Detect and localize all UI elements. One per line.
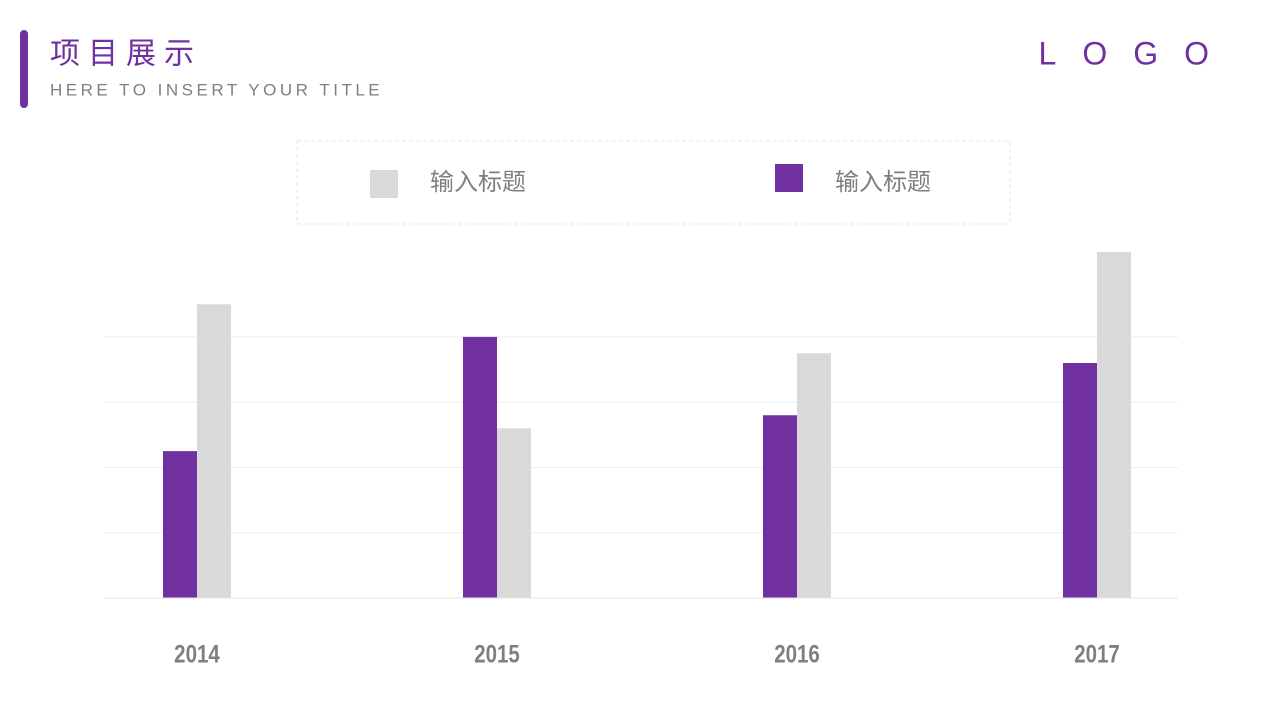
bar — [1063, 363, 1097, 598]
legend-swatch — [370, 170, 398, 198]
bar — [763, 415, 797, 598]
bar — [463, 336, 497, 598]
legend-label: 输入标题 — [430, 168, 526, 196]
bar — [497, 428, 531, 598]
slide-subtitle: HERE TO INSERT YOUR TITLE — [50, 80, 383, 99]
bar — [797, 353, 831, 598]
slide-title: 项目展示 — [50, 37, 202, 72]
bar — [197, 304, 231, 598]
x-tick-label: 2016 — [774, 640, 820, 668]
legend-swatch — [775, 164, 803, 192]
title-accent — [20, 30, 28, 108]
x-tick-label: 2014 — [174, 640, 220, 668]
legend-label: 输入标题 — [835, 168, 931, 196]
legend-box — [296, 140, 1011, 225]
x-tick-label: 2015 — [474, 640, 520, 668]
x-tick-label: 2017 — [1074, 640, 1120, 668]
bar — [163, 451, 197, 598]
bar — [1097, 252, 1131, 598]
logo: LOGO — [1039, 35, 1235, 71]
